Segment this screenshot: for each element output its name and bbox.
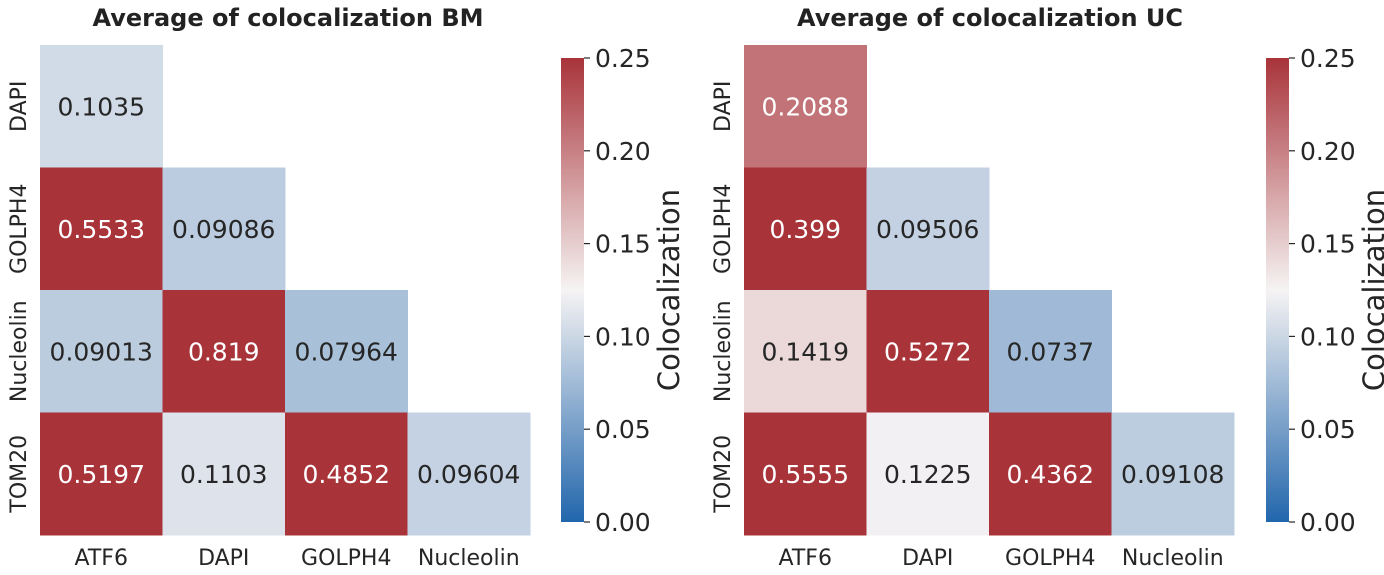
heatmap-cell bbox=[162, 167, 286, 291]
colorbar-tick-label: 0.15 bbox=[1300, 230, 1356, 259]
cell-value-label: 0.4852 bbox=[303, 460, 390, 489]
heatmap-cell bbox=[866, 167, 990, 291]
cell-value-label: 0.2088 bbox=[762, 92, 849, 121]
y-tick-label: TOM20 bbox=[711, 435, 736, 514]
cell-value-label: 0.07964 bbox=[295, 337, 398, 366]
heatmap-cell bbox=[285, 412, 408, 536]
x-tick-label: Nucleolin bbox=[1122, 546, 1224, 571]
y-tick-label: GOLPH4 bbox=[7, 184, 32, 274]
colorbar bbox=[561, 58, 584, 522]
heatmap-cell bbox=[40, 412, 163, 536]
colorbar-tick-label: 0.10 bbox=[595, 322, 651, 351]
colorbar-label: Colocalization bbox=[652, 189, 686, 391]
heatmap-panel-bm: Average of colocalization BM 0.1035 0.553… bbox=[7, 4, 686, 571]
cell-value-label: 0.1419 bbox=[762, 337, 849, 366]
heatmap-cell bbox=[866, 412, 990, 536]
cell-value-label: 0.09086 bbox=[172, 215, 275, 244]
heatmap-cell bbox=[162, 290, 286, 413]
cell-value-label: 0.819 bbox=[188, 337, 260, 366]
cell-value-label: 0.5272 bbox=[884, 337, 971, 366]
heatmap-cell bbox=[866, 290, 990, 413]
y-tick-label: TOM20 bbox=[7, 435, 32, 514]
heatmap-cell bbox=[40, 45, 163, 168]
y-tick-label: Nucleolin bbox=[711, 300, 736, 402]
x-tick-label: DAPI bbox=[902, 546, 953, 571]
x-tick-label: GOLPH4 bbox=[301, 546, 391, 571]
cell-value-label: 0.5533 bbox=[58, 215, 145, 244]
heatmap-panel-uc: Average of colocalization UC 0.2088 0.399… bbox=[711, 4, 1384, 571]
colorbar-tick-label: 0.10 bbox=[1300, 322, 1356, 351]
chart-title: Average of colocalization BM bbox=[92, 4, 483, 32]
colorbar-tick-label: 0.00 bbox=[1300, 508, 1356, 537]
colorbar-label: Colocalization bbox=[1357, 189, 1384, 391]
y-tick-label: GOLPH4 bbox=[711, 184, 736, 274]
heatmap-cell bbox=[989, 290, 1112, 413]
heatmap-cell bbox=[1111, 412, 1235, 536]
cell-value-label: 0.1103 bbox=[180, 460, 267, 489]
heatmap-cell bbox=[989, 412, 1112, 536]
cell-value-label: 0.09506 bbox=[876, 215, 979, 244]
heatmap-cell bbox=[744, 290, 867, 413]
colorbar-tick-label: 0.05 bbox=[595, 415, 651, 444]
cell-value-label: 0.5555 bbox=[762, 460, 849, 489]
heatmap-cell bbox=[407, 412, 531, 536]
colorbar-tick-label: 0.00 bbox=[595, 508, 651, 537]
heatmap-cell bbox=[744, 412, 867, 536]
cell-value-label: 0.399 bbox=[769, 215, 841, 244]
heatmap-cell bbox=[744, 167, 867, 291]
x-tick-label: ATF6 bbox=[779, 546, 832, 571]
cell-value-label: 0.1225 bbox=[884, 460, 971, 489]
colorbar bbox=[1266, 58, 1289, 522]
y-tick-label: Nucleolin bbox=[7, 300, 32, 402]
colorbar-tick-label: 0.20 bbox=[595, 137, 651, 166]
y-tick-label: DAPI bbox=[7, 81, 32, 132]
heatmap-cell bbox=[744, 45, 867, 168]
heatmap-cell bbox=[40, 167, 163, 291]
colorbar-tick-label: 0.20 bbox=[1300, 137, 1356, 166]
cell-value-label: 0.5197 bbox=[58, 460, 145, 489]
heatmap-cell bbox=[162, 412, 286, 536]
colorbar-tick-label: 0.25 bbox=[1300, 44, 1356, 73]
colorbar-tick-label: 0.15 bbox=[595, 230, 651, 259]
x-tick-label: Nucleolin bbox=[418, 546, 520, 571]
cell-value-label: 0.09013 bbox=[50, 337, 153, 366]
heatmap-cell bbox=[40, 290, 163, 413]
cell-value-label: 0.4362 bbox=[1007, 460, 1094, 489]
colorbar-tick-label: 0.05 bbox=[1300, 415, 1356, 444]
x-tick-label: GOLPH4 bbox=[1005, 546, 1095, 571]
cell-value-label: 0.0737 bbox=[1007, 337, 1094, 366]
colorbar-tick-label: 0.25 bbox=[595, 44, 651, 73]
heatmap-cell bbox=[285, 290, 408, 413]
cell-value-label: 0.1035 bbox=[58, 92, 145, 121]
y-tick-label: DAPI bbox=[711, 81, 736, 132]
cell-value-label: 0.09108 bbox=[1121, 460, 1224, 489]
x-tick-label: ATF6 bbox=[75, 546, 128, 571]
chart-title: Average of colocalization UC bbox=[797, 4, 1183, 32]
cell-value-label: 0.09604 bbox=[417, 460, 520, 489]
x-tick-label: DAPI bbox=[198, 546, 249, 571]
